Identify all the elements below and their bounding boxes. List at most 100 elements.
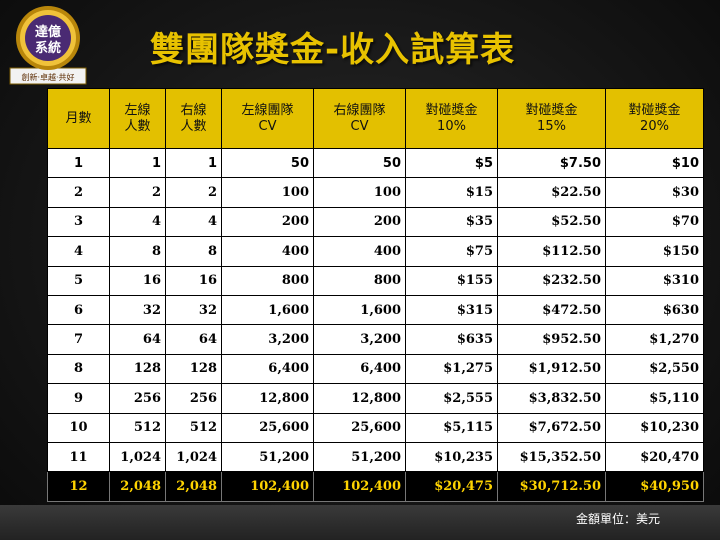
table-cell: $15 bbox=[405, 177, 498, 208]
table-cell: $5,110 bbox=[605, 383, 704, 414]
table-cell: $7.50 bbox=[497, 147, 606, 179]
table-cell: $1,275 bbox=[405, 353, 498, 385]
table-cell: 16 bbox=[165, 265, 222, 296]
column-header: 月數 bbox=[47, 88, 110, 149]
table-cell: 4 bbox=[165, 206, 222, 238]
table-cell: $112.50 bbox=[497, 236, 606, 267]
month-cell: 2 bbox=[47, 177, 110, 208]
table-cell: 800 bbox=[221, 265, 314, 296]
table-cell: 1 bbox=[165, 147, 222, 179]
table-cell: 12,800 bbox=[313, 383, 406, 414]
table-cell: 100 bbox=[313, 177, 406, 208]
table-cell: 102,400 bbox=[221, 471, 314, 502]
month-cell: 3 bbox=[47, 206, 110, 238]
table-cell: 1,600 bbox=[221, 294, 314, 326]
table-cell: 12,800 bbox=[221, 383, 314, 414]
table-cell: 400 bbox=[313, 236, 406, 267]
column-header-line1: 對碰獎金 bbox=[425, 102, 478, 118]
column-header-line1: 對碰獎金 bbox=[525, 102, 578, 118]
table-cell: 4 bbox=[109, 206, 166, 238]
month-cell: 4 bbox=[47, 236, 110, 267]
table-cell: $1,270 bbox=[605, 324, 704, 355]
table-row: 10 512 512 25,600 25,600 $5,115 $7,672.50 $10,2… bbox=[47, 412, 704, 443]
table-cell: 25,600 bbox=[221, 412, 314, 443]
table-cell: $20,475 bbox=[405, 471, 498, 502]
month-cell: 9 bbox=[47, 383, 110, 414]
column-header-line2: 10% bbox=[437, 118, 466, 134]
column-header: 對碰獎金 20% bbox=[605, 88, 704, 149]
table-cell: 6,400 bbox=[221, 353, 314, 385]
table-cell: 3,200 bbox=[221, 324, 314, 355]
month-cell: 10 bbox=[47, 412, 110, 443]
table-cell: 200 bbox=[221, 206, 314, 238]
table-cell: $310 bbox=[605, 265, 704, 296]
table-cell: $7,672.50 bbox=[497, 412, 606, 443]
table-cell: $3,832.50 bbox=[497, 383, 606, 414]
table-cell: $30,712.50 bbox=[497, 471, 606, 502]
table-cell: $75 bbox=[405, 236, 498, 267]
table-cell: 32 bbox=[165, 294, 222, 326]
table-cell: 25,600 bbox=[313, 412, 406, 443]
month-cell: 5 bbox=[47, 265, 110, 296]
column-header: 左線 人數 bbox=[109, 88, 166, 149]
table-cell: $10,230 bbox=[605, 412, 704, 443]
currency-note: 金額單位：美元 bbox=[576, 512, 661, 526]
table-cell: $315 bbox=[405, 294, 498, 326]
table-cell: 2 bbox=[165, 177, 222, 208]
table-cell: 1,600 bbox=[313, 294, 406, 326]
column-header-line2: CV bbox=[258, 118, 277, 134]
table-row: 11 1,024 1,024 51,200 51,200 $10,235 $15,352.5… bbox=[47, 441, 704, 473]
logo-emblem-icon: 達億 系統 創新·卓越·共好 bbox=[9, 6, 87, 85]
table-cell: 64 bbox=[165, 324, 222, 355]
table-cell: $2,550 bbox=[605, 353, 704, 385]
table-cell: $155 bbox=[405, 265, 498, 296]
company-logo: 達億 系統 創新·卓越·共好 bbox=[6, 2, 90, 88]
table-cell: 8 bbox=[165, 236, 222, 267]
income-table: 月數 左線 人數 右線 人數 左線團隊 CV 右線團隊 CV 對碰獎金 10% 對碰獎金 15% 對碰獎金… bbox=[47, 88, 704, 502]
column-header: 對碰獎金 15% bbox=[497, 88, 606, 149]
table-cell: 6,400 bbox=[313, 353, 406, 385]
table-row: 1 1 1 50 50 $5 $7.50 $10 bbox=[47, 147, 704, 179]
column-header-line2: 人數 bbox=[180, 118, 207, 134]
table-cell: 2,048 bbox=[165, 471, 222, 502]
column-header-line1: 左線團隊 bbox=[241, 102, 294, 118]
column-header-line1: 對碰獎金 bbox=[628, 102, 681, 118]
table-cell: 3,200 bbox=[313, 324, 406, 355]
footer-band bbox=[0, 505, 720, 540]
table-cell: 2,048 bbox=[109, 471, 166, 502]
table-cell: $30 bbox=[605, 177, 704, 208]
table-row: 6 32 32 1,600 1,600 $315 $472.50 $630 bbox=[47, 294, 704, 326]
table-row: 4 8 8 400 400 $75 $112.50 $150 bbox=[47, 236, 704, 267]
table-cell: 512 bbox=[165, 412, 222, 443]
table-cell: 32 bbox=[109, 294, 166, 326]
table-body: 1 1 1 50 50 $5 $7.50 $10 2 2 2 100 100 $15 $22.50 $30 3 4… bbox=[47, 147, 704, 502]
page-title: 雙團隊獎金-收入試算表 bbox=[150, 30, 516, 70]
table-cell: $5 bbox=[405, 147, 498, 179]
month-cell: 7 bbox=[47, 324, 110, 355]
table-cell: 2 bbox=[109, 177, 166, 208]
table-cell: 128 bbox=[165, 353, 222, 385]
table-row: 3 4 4 200 200 $35 $52.50 $70 bbox=[47, 206, 704, 238]
month-cell: 6 bbox=[47, 294, 110, 326]
column-header-line2: 15% bbox=[537, 118, 566, 134]
table-cell: $40,950 bbox=[605, 471, 704, 502]
table-cell: $10 bbox=[605, 147, 704, 179]
table-cell: 100 bbox=[221, 177, 314, 208]
table-cell: 50 bbox=[313, 147, 406, 179]
table-cell: 512 bbox=[109, 412, 166, 443]
column-header-line2: CV bbox=[350, 118, 369, 134]
table-cell: $35 bbox=[405, 206, 498, 238]
month-cell: 11 bbox=[47, 441, 110, 473]
table-row: 9 256 256 12,800 12,800 $2,555 $3,832.50 $5,110 bbox=[47, 383, 704, 414]
table-cell: $635 bbox=[405, 324, 498, 355]
table-cell: 16 bbox=[109, 265, 166, 296]
table-cell: $5,115 bbox=[405, 412, 498, 443]
table-cell: $2,555 bbox=[405, 383, 498, 414]
logo-line1: 達億 bbox=[35, 24, 61, 40]
table-cell: 256 bbox=[109, 383, 166, 414]
column-header: 右線團隊 CV bbox=[313, 88, 406, 149]
logo-motto: 創新·卓越·共好 bbox=[21, 72, 74, 82]
table-row: 7 64 64 3,200 3,200 $635 $952.50 $1,270 bbox=[47, 324, 704, 355]
month-cell: 12 bbox=[47, 471, 110, 502]
table-cell: $1,912.50 bbox=[497, 353, 606, 385]
